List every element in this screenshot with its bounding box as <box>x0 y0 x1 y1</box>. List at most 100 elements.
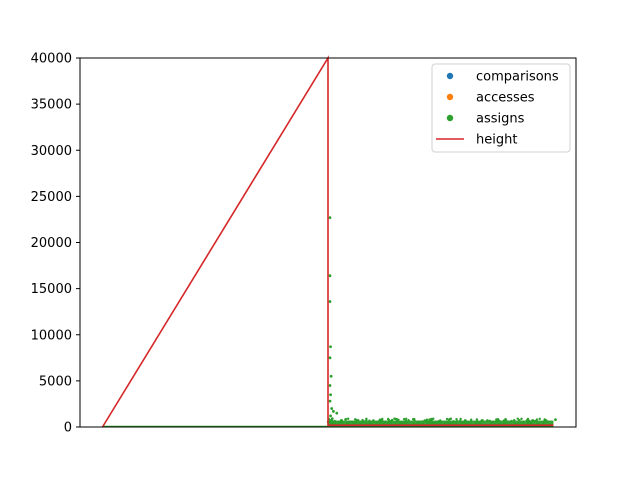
assigns-point <box>346 417 350 420</box>
assigns-point <box>534 419 537 423</box>
assigns-point <box>423 419 426 422</box>
assigns-point <box>339 419 343 422</box>
y-tick-label: 10000 <box>31 328 72 343</box>
y-tick-label: 25000 <box>31 190 72 205</box>
assigns-point <box>399 422 402 425</box>
assigns-point <box>356 419 359 422</box>
assigns-point <box>459 417 462 421</box>
assigns-point <box>538 417 541 421</box>
assigns-point <box>328 300 332 303</box>
assigns-point <box>329 414 332 418</box>
assigns-point <box>455 418 458 421</box>
assigns-point <box>402 417 406 421</box>
assigns-point <box>383 420 387 424</box>
legend-marker-comparisons <box>446 72 454 80</box>
assigns-point <box>452 420 455 423</box>
y-tick-label: 30000 <box>31 144 72 159</box>
assigns-point <box>416 421 419 425</box>
assigns-point <box>426 420 430 423</box>
assigns-point <box>504 419 508 422</box>
assigns-point <box>394 421 398 424</box>
assigns-point <box>421 420 424 423</box>
assigns-point <box>386 417 390 421</box>
assigns-point <box>413 418 416 422</box>
assigns-point <box>485 419 489 422</box>
assigns-point <box>354 421 357 424</box>
y-tick-label: 40000 <box>31 52 72 67</box>
legend-box <box>431 63 571 153</box>
assigns-point <box>518 418 521 422</box>
assigns-point <box>513 422 517 425</box>
assigns-point <box>520 417 523 421</box>
assigns-point <box>396 419 400 422</box>
y-tick-label: 35000 <box>31 98 72 113</box>
assigns-point <box>475 418 479 421</box>
assigns-point <box>402 421 405 424</box>
assigns-point <box>362 420 366 423</box>
assigns-point <box>368 421 372 425</box>
assigns-point <box>479 422 482 425</box>
assigns-point <box>375 421 378 424</box>
assigns-point <box>377 420 381 423</box>
assigns-point <box>335 411 339 415</box>
assigns-point <box>428 418 431 421</box>
assigns-point <box>372 419 375 422</box>
assigns-point <box>531 419 535 422</box>
assigns-point <box>455 422 458 425</box>
assigns-point <box>467 422 470 425</box>
assigns-point <box>480 419 483 422</box>
assigns-point <box>330 407 334 410</box>
assigns-point <box>516 417 519 420</box>
assigns-point <box>527 419 531 422</box>
assigns-point <box>455 419 459 423</box>
assigns-point <box>347 420 351 423</box>
plot-area <box>101 55 557 428</box>
legend: comparisons accesses assigns height <box>431 63 571 153</box>
assigns-point <box>522 421 525 424</box>
y-tick-label: 0 <box>64 421 72 436</box>
assigns-point <box>469 421 473 424</box>
assigns-point <box>328 384 332 387</box>
height-line <box>101 55 554 428</box>
assigns-point <box>535 418 539 421</box>
assigns-point <box>490 421 493 424</box>
assigns-point <box>502 421 506 425</box>
assigns-point <box>339 421 342 425</box>
assigns-point <box>359 421 363 424</box>
assigns-point <box>329 374 333 378</box>
assigns-point <box>536 422 539 425</box>
assigns-point <box>404 419 407 423</box>
assigns-point <box>328 356 332 360</box>
assigns-point <box>390 418 394 422</box>
assigns-point <box>469 418 473 421</box>
assigns-point <box>445 420 449 423</box>
assigns-point <box>450 421 453 424</box>
assigns-point <box>495 418 498 421</box>
assigns-point <box>393 417 396 420</box>
assigns-point <box>387 421 390 424</box>
legend-marker-assigns <box>446 114 454 122</box>
assigns-point <box>544 418 547 422</box>
assigns-point <box>380 419 384 422</box>
assigns-point <box>344 418 347 421</box>
assigns-point <box>328 274 332 278</box>
assigns-point <box>430 419 433 423</box>
assigns-point <box>443 422 447 425</box>
assigns-point <box>330 417 334 421</box>
assigns-point <box>350 420 353 424</box>
assigns-point <box>502 419 506 422</box>
legend-label-comparisons: comparisons <box>476 70 559 85</box>
assigns-point <box>431 421 435 425</box>
assigns-point <box>476 420 479 423</box>
assigns-point <box>404 422 407 425</box>
assigns-point <box>407 419 410 422</box>
assigns-point <box>329 393 332 397</box>
assigns-point <box>435 421 439 425</box>
assigns-point <box>459 419 462 422</box>
legend-marker-accesses <box>446 93 454 101</box>
assigns-point <box>513 419 516 422</box>
assigns-point <box>389 419 392 423</box>
assigns-point <box>497 419 501 423</box>
legend-label-height: height <box>476 133 517 148</box>
